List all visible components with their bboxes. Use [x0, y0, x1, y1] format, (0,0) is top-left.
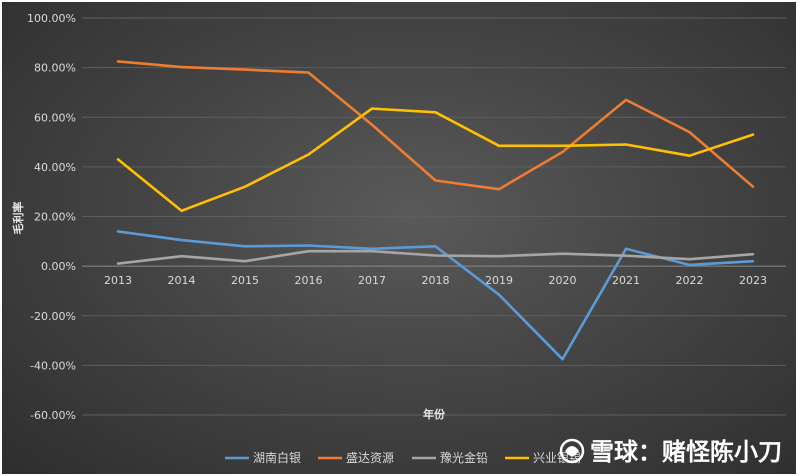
y-tick-label: 0.00% — [41, 260, 76, 273]
legend: 湖南白银 盛达资源 豫光金铅 兴业银锡 — [225, 450, 581, 465]
series-line — [116, 60, 755, 191]
x-tick-label: 2015 — [231, 274, 259, 287]
watermark: 雪球：赌怪陈小刀 — [559, 438, 782, 466]
x-tick-label: 2023 — [739, 274, 767, 287]
y-axis-title: 毛利率 — [11, 202, 25, 235]
y-tick-label: 40.00% — [34, 161, 76, 174]
x-tick-label: 2013 — [104, 274, 132, 287]
y-tick-label: -60.00% — [30, 409, 76, 422]
x-axis-title: 年份 — [423, 407, 446, 421]
y-tick-label: -20.00% — [30, 310, 76, 323]
legend-label: 湖南白银 — [253, 450, 301, 465]
y-tick-label: 80.00% — [34, 62, 76, 75]
x-tick-label: 2017 — [358, 274, 386, 287]
x-tick-label: 2020 — [549, 274, 577, 287]
series-line — [116, 249, 755, 265]
y-tick-label: -40.00% — [30, 359, 76, 372]
snowball-logo-icon — [559, 438, 585, 464]
x-tick-label: 2014 — [168, 274, 196, 287]
series-lines — [116, 60, 755, 361]
watermark-text: 雪球：赌怪陈小刀 — [590, 438, 782, 466]
x-tick-label: 2016 — [295, 274, 323, 287]
x-tick-label: 2021 — [612, 274, 640, 287]
x-tick-label: 2018 — [422, 274, 450, 287]
y-tick-label: 100.00% — [27, 12, 76, 25]
x-axis-ticks: 2013 2014 2015 2016 2017 2018 2019 2020 2021 2022… — [104, 274, 767, 287]
series-line — [116, 107, 755, 213]
x-tick-label: 2022 — [676, 274, 704, 287]
y-axis-ticks: 100.00% 80.00% 60.00% 40.00% 20.00% 0.00% -20.… — [27, 12, 76, 422]
series-line — [116, 230, 755, 361]
x-tick-label: 2019 — [485, 274, 513, 287]
legend-label: 盛达资源 — [346, 450, 394, 465]
y-tick-label: 20.00% — [34, 211, 76, 224]
legend-label: 豫光金铅 — [440, 450, 488, 465]
y-tick-label: 60.00% — [34, 111, 76, 124]
gridlines — [82, 17, 786, 416]
